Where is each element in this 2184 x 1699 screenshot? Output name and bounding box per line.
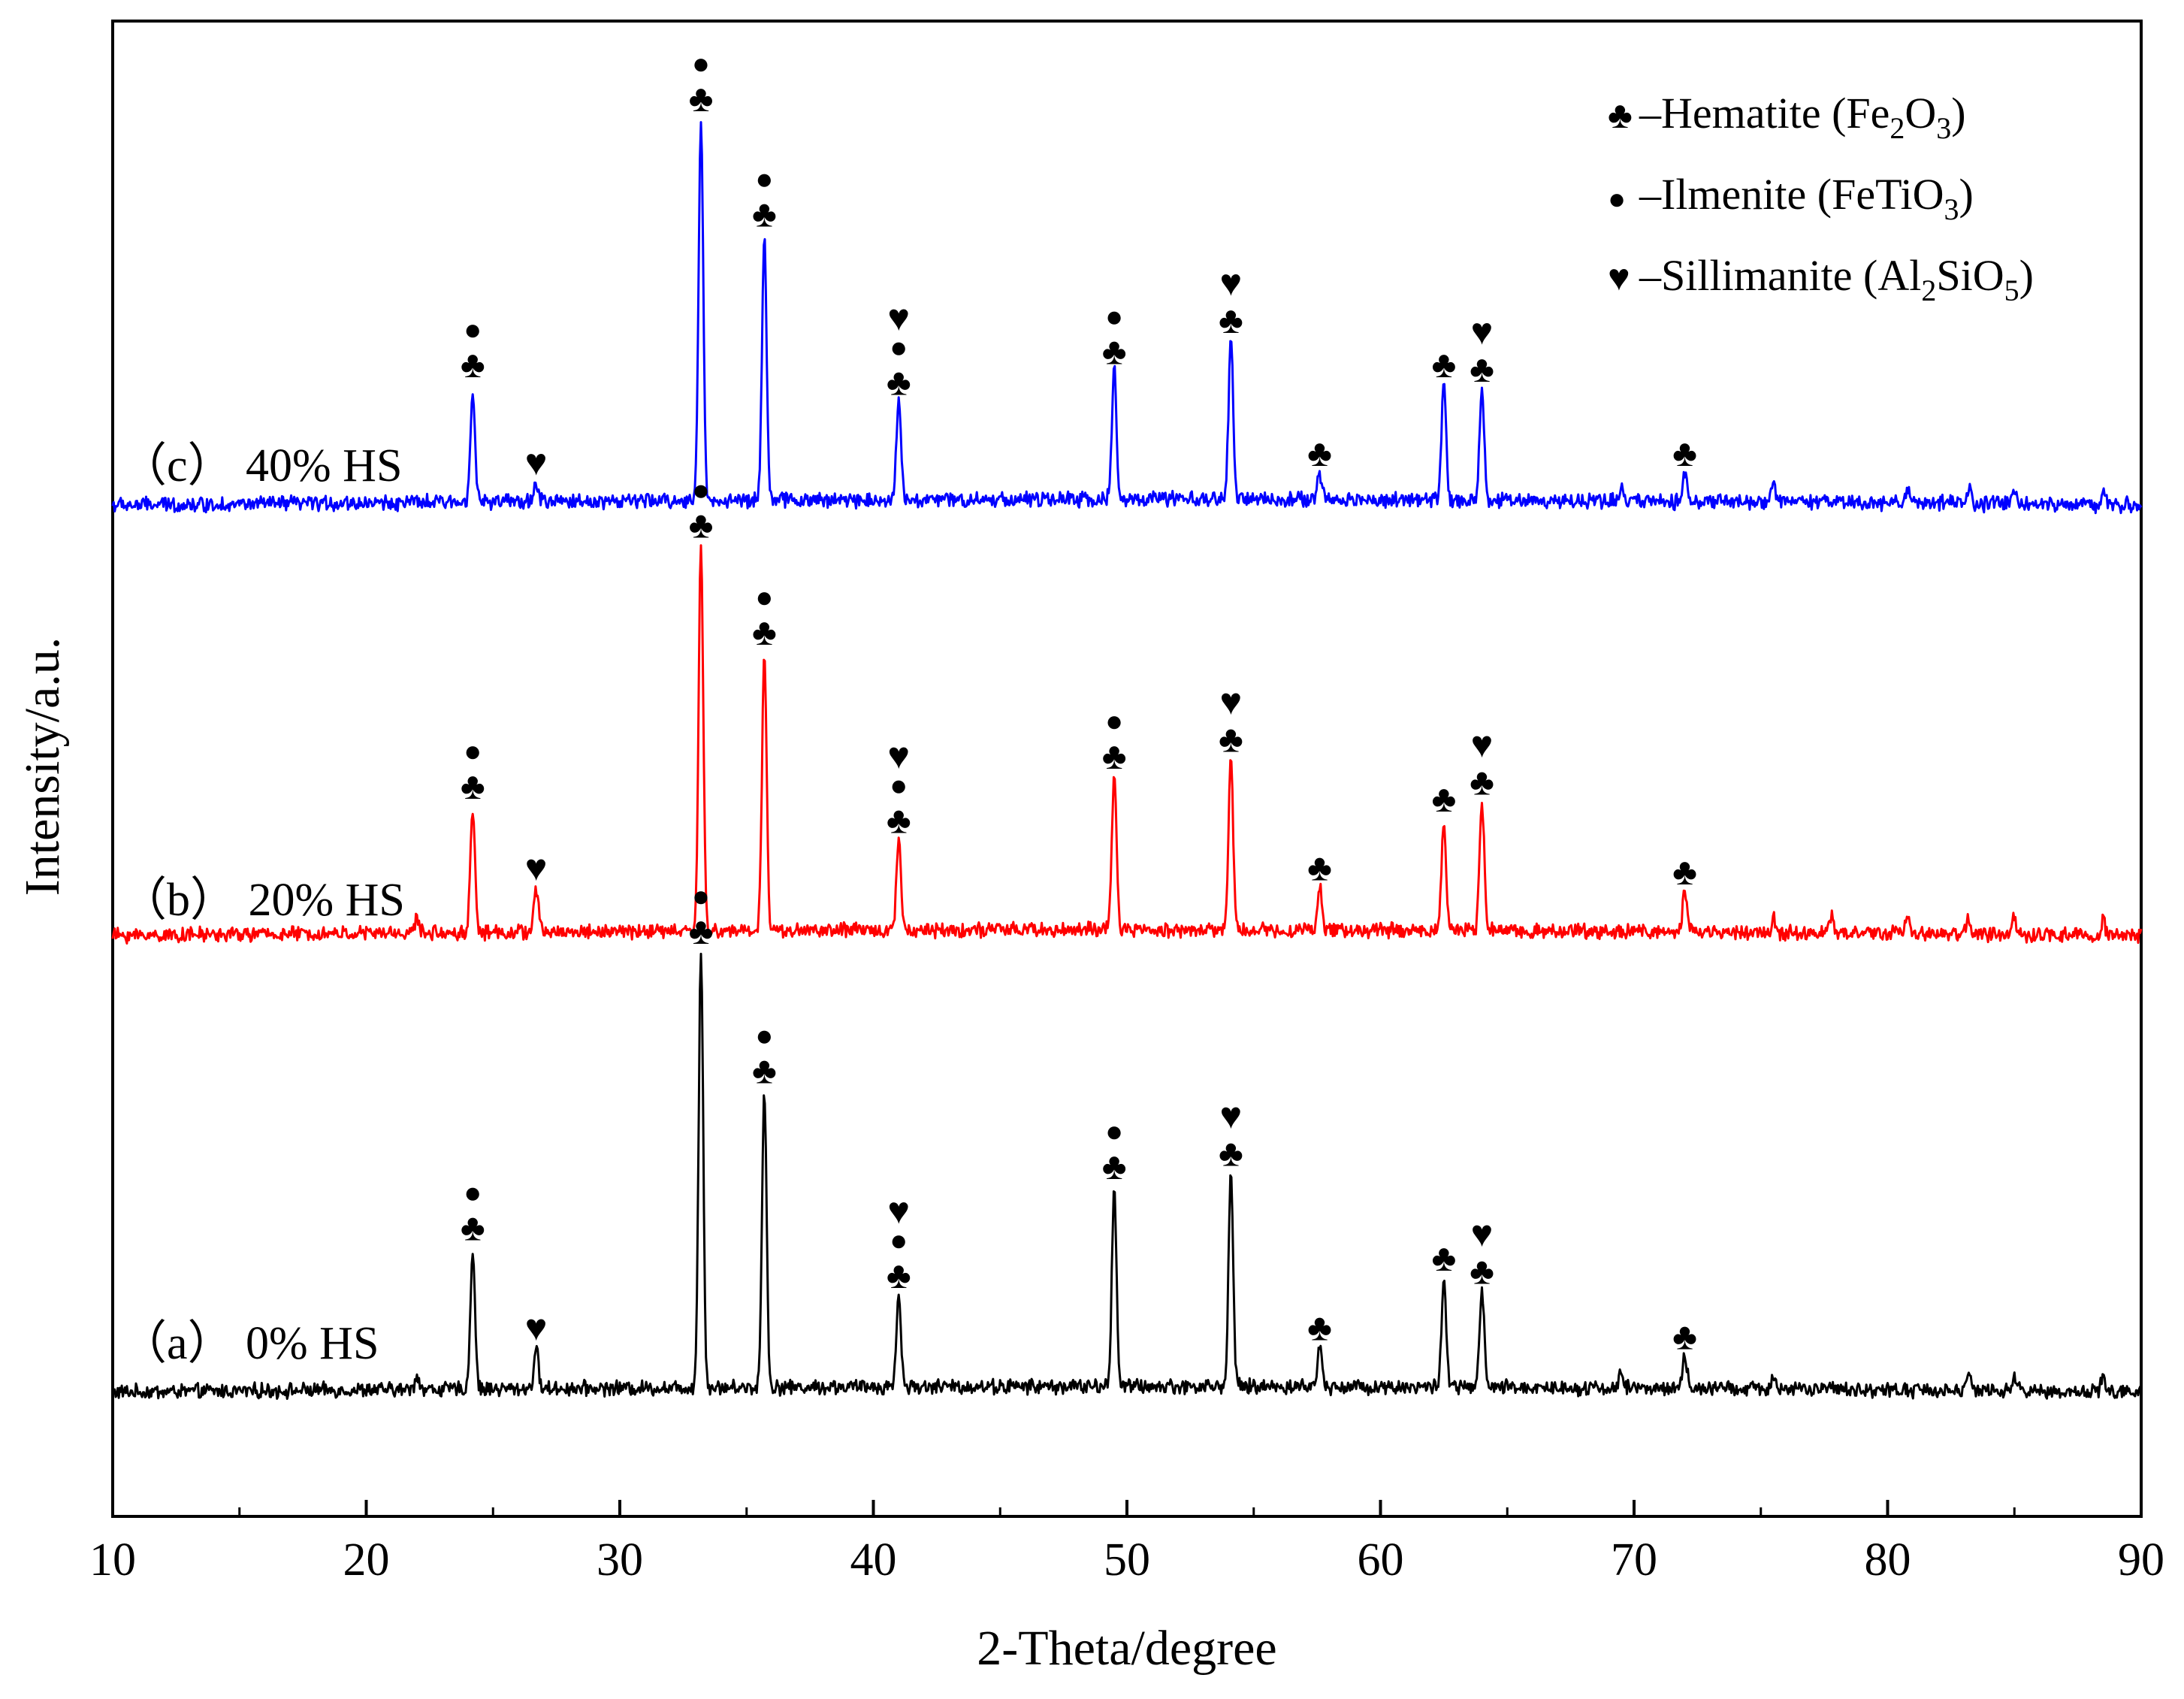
peak-marker-club: ♣: [1672, 432, 1697, 474]
peak-marker-dot: ●: [755, 162, 773, 195]
peak-marker-dot: ●: [692, 47, 710, 80]
x-tick-label: 30: [597, 1534, 643, 1586]
y-axis-title: Intensity/a.u.: [15, 637, 70, 896]
peak-marker-club: ♣: [461, 343, 485, 385]
peak-marker-dot: ●: [692, 879, 710, 913]
peak-marker-heart: ♥: [525, 1307, 548, 1349]
peak-marker-club: ♣: [1219, 299, 1243, 341]
peak-marker-heart: ♥: [525, 441, 548, 483]
peak-marker-club: ♣: [1102, 735, 1127, 777]
peak-marker-club: ♣: [1672, 1315, 1697, 1357]
peak-marker-club: ♣: [1219, 718, 1243, 760]
peak-marker-dot: ●: [890, 331, 908, 364]
peak-marker-dot: ●: [890, 769, 908, 803]
peak-marker-club: ♣: [1470, 348, 1494, 390]
x-tick-label: 90: [2118, 1534, 2164, 1586]
phase-markers: ♣●♥♣●♣●♣●♥♣●♣♥♣♣ ♣♥♣♣●♥♣●♣●♣●♥ ♣● ♣♥♣♣ ♣♥♣♣●…: [461, 47, 1697, 1357]
legend-symbol-club: ♣: [1608, 94, 1633, 136]
peak-marker-club: ♣: [1431, 1237, 1456, 1279]
peak-marker-club: ♣: [1470, 1250, 1494, 1292]
peak-marker-club: ♣: [689, 910, 714, 952]
plot-frame: [111, 20, 2143, 1518]
peak-marker-club: ♣: [1470, 760, 1494, 803]
legend-symbol-heart: ♥: [1608, 256, 1630, 298]
peak-marker-club: ♣: [461, 1206, 485, 1248]
peak-marker-club: ♣: [689, 77, 714, 119]
x-axis-title: 2-Theta/degree: [977, 1621, 1276, 1676]
peak-marker-club: ♣: [1672, 851, 1697, 893]
peak-marker-heart: ♥: [887, 735, 910, 777]
series-label: （b） 20% HS: [120, 875, 405, 926]
peak-marker-heart: ♥: [887, 1190, 910, 1232]
peak-marker-club: ♣: [1102, 1145, 1127, 1187]
peak-marker-dot: ●: [1105, 299, 1123, 333]
peak-marker-heart: ♥: [1471, 1212, 1494, 1254]
x-tick-label: 10: [89, 1534, 136, 1586]
peak-marker-heart: ♥: [1220, 680, 1243, 722]
peak-marker-heart: ♥: [525, 846, 548, 888]
peak-marker-dot: ●: [692, 473, 710, 506]
peak-marker-club: ♣: [689, 503, 714, 546]
x-tick-label: 70: [1611, 1534, 1657, 1586]
peak-marker-dot: ●: [464, 313, 482, 346]
peak-marker-heart: ♥: [1220, 262, 1243, 304]
peak-marker-club: ♣: [461, 765, 485, 807]
x-tick-label: 40: [850, 1534, 897, 1586]
peak-marker-dot: ●: [1105, 704, 1123, 738]
x-tick-label: 60: [1358, 1534, 1404, 1586]
legend-entry: –Sillimanite (Al2SiO5): [1639, 251, 2034, 307]
x-tick-label: 50: [1104, 1534, 1150, 1586]
x-tick-label: 80: [1865, 1534, 1911, 1586]
peak-marker-dot: ●: [464, 1175, 482, 1209]
peak-marker-dot: ●: [755, 580, 773, 614]
peak-marker-club: ♣: [1307, 432, 1332, 474]
legend-entry: –Hematite (Fe2O3): [1639, 89, 1966, 145]
peak-marker-dot: ●: [890, 1223, 908, 1257]
x-tick-label: 20: [343, 1534, 390, 1586]
peak-marker-heart: ♥: [1471, 310, 1494, 352]
peak-marker-club: ♣: [887, 361, 911, 404]
series-line-2: [111, 544, 2143, 945]
xrd-traces: （a） 0% HS （b） 20% HS （c） 40% HS: [111, 121, 2143, 1400]
peak-marker-club: ♣: [752, 611, 777, 653]
peak-marker-club: ♣: [1219, 1132, 1243, 1174]
peak-marker-club: ♣: [887, 800, 911, 842]
legend: ♣ –Hematite (Fe2O3) ● –Ilmenite (FeTiO3)♥ –S…: [1608, 89, 2034, 307]
peak-marker-club: ♣: [1431, 778, 1456, 820]
peak-marker-club: ♣: [1431, 343, 1456, 385]
peak-marker-club: ♣: [752, 192, 777, 234]
peak-marker-heart: ♥: [887, 297, 910, 339]
peak-marker-dot: ●: [1105, 1114, 1123, 1148]
series-label: （c） 40% HS: [120, 440, 402, 491]
peak-marker-dot: ●: [755, 1019, 773, 1053]
series-line-1: [111, 952, 2143, 1400]
legend-entry: –Ilmenite (FeTiO3): [1639, 170, 1974, 226]
peak-marker-club: ♣: [887, 1254, 911, 1296]
x-axis-ticks: 10 20 30 40 50 60 70 80 90: [89, 1500, 2164, 1586]
peak-marker-club: ♣: [1307, 846, 1332, 888]
peak-marker-dot: ●: [464, 734, 482, 768]
peak-marker-club: ♣: [1307, 1307, 1332, 1349]
peak-marker-heart: ♥: [1471, 723, 1494, 765]
series-label: （a） 0% HS: [120, 1318, 379, 1369]
peak-marker-heart: ♥: [1220, 1095, 1243, 1137]
series-line-3: [111, 121, 2143, 515]
peak-marker-club: ♣: [1102, 330, 1127, 372]
peak-marker-club: ♣: [752, 1050, 777, 1092]
legend-symbol-dot: ●: [1608, 182, 1626, 216]
